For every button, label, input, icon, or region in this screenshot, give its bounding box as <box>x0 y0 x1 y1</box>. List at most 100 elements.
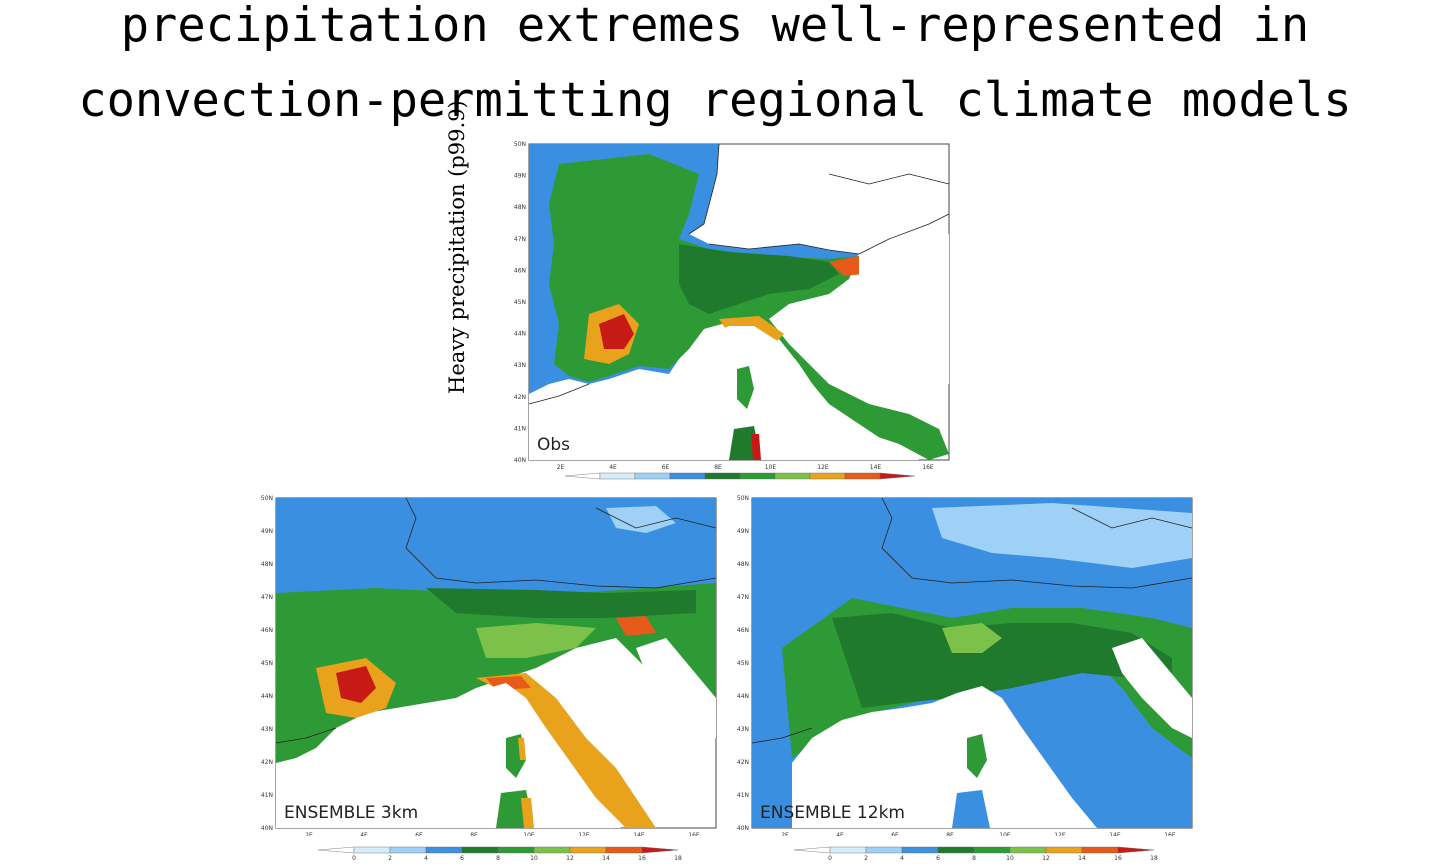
lon-tick-label: 10E <box>999 832 1011 836</box>
colorbar-swatch <box>462 847 498 853</box>
colorbar-tick-label: 12 <box>1042 855 1050 862</box>
lat-tick-label: 44N <box>514 331 526 338</box>
lat-tick-label: 41N <box>261 792 273 799</box>
lon-tick-label: 4E <box>609 464 617 470</box>
y-axis-label: Heavy precipitation (p99.9) <box>445 214 469 394</box>
lon-tick-label: 16E <box>922 464 934 470</box>
colorbar-swatch <box>1118 847 1154 853</box>
title-line-2: convection-permitting regional climate m… <box>0 63 1430 138</box>
colorbar-swatch <box>1010 847 1046 853</box>
map-ensemble-12km: 50N 49N 48N 47N 46N 45N 44N 43N 42N 41N 40N 2E 4E 6E… <box>728 494 1198 836</box>
colorbar-tick-label: 8 <box>972 855 976 862</box>
colorbar-swatch <box>902 847 938 853</box>
map-panel-ensemble-3km: 50N 49N 48N 47N 46N 45N 44N 43N 42N 41N 40N 2E 4E 6E… <box>252 494 722 836</box>
colorbar-swatch <box>635 473 670 479</box>
lat-tick-label: 48N <box>514 204 526 211</box>
lat-tick-label: 42N <box>514 394 526 401</box>
lon-tick-label: 14E <box>870 464 882 470</box>
colorbar-tick-label: 0 <box>352 855 356 862</box>
colorbar-swatch <box>600 473 635 479</box>
lon-tick-label: 12E <box>1054 832 1066 836</box>
colorbar-swatch <box>534 847 570 853</box>
lat-tick-label: 48N <box>261 561 273 568</box>
lat-tick-label: 43N <box>261 726 273 733</box>
colorbar-tick-label: 8 <box>496 855 500 862</box>
lat-tick-label: 44N <box>261 693 273 700</box>
lat-tick-label: 45N <box>261 660 273 667</box>
colorbar-obs <box>555 472 925 492</box>
colorbar-swatch <box>938 847 974 853</box>
colorbar-tick-label: 0 <box>828 855 832 862</box>
colorbar-swatch <box>740 473 775 479</box>
colorbar-swatch <box>775 473 810 479</box>
colorbar-segments <box>318 847 678 853</box>
colorbar-swatch <box>570 847 606 853</box>
colorbar-swatch <box>318 847 354 853</box>
colorbar-swatch <box>1082 847 1118 853</box>
lon-tick-label: 6E <box>662 464 670 470</box>
lat-tick-label: 48N <box>737 561 749 568</box>
colorbar-tick-label: 16 <box>1114 855 1122 862</box>
panel-label-obs: Obs <box>537 435 570 455</box>
colorbar-swatch <box>642 847 678 853</box>
colorbar-tick-label: 4 <box>424 855 428 862</box>
colorbar-tick-label: 10 <box>530 855 538 862</box>
lon-tick-label: 2E <box>781 832 789 836</box>
colorbar-tick-label: 14 <box>602 855 610 862</box>
colorbar-svg-ensemble-3km: 0 2 4 6 8 10 12 14 16 18 <box>308 846 688 864</box>
slide-title: precipitation extremes well-represented … <box>0 0 1430 138</box>
lat-tick-label: 41N <box>737 792 749 799</box>
lat-tick-label: 50N <box>514 141 526 148</box>
lon-tick-label: 4E <box>360 832 368 836</box>
lon-tick-label: 16E <box>688 832 700 836</box>
colorbar-tick-label: 6 <box>936 855 940 862</box>
lon-tick-label: 10E <box>765 464 777 470</box>
lat-tick-label: 43N <box>737 726 749 733</box>
lat-tick-label: 47N <box>737 594 749 601</box>
colorbar-tick-label: 2 <box>864 855 868 862</box>
lon-tick-label: 8E <box>470 832 478 836</box>
map-ensemble-3km: 50N 49N 48N 47N 46N 45N 44N 43N 42N 41N 40N 2E 4E 6E… <box>252 494 722 836</box>
lat-tick-label: 40N <box>514 457 526 464</box>
colorbar-segments <box>794 847 1154 853</box>
lon-tick-label: 8E <box>714 464 722 470</box>
colorbar-tick-label: 16 <box>638 855 646 862</box>
lat-tick-label: 46N <box>514 267 526 274</box>
colorbar-svg-obs <box>555 472 925 488</box>
map-panel-ensemble-12km: 50N 49N 48N 47N 46N 45N 44N 43N 42N 41N 40N 2E 4E 6E… <box>728 494 1198 836</box>
lat-tick-label: 44N <box>737 693 749 700</box>
colorbar-tick-label: 14 <box>1078 855 1086 862</box>
lat-tick-label: 40N <box>737 825 749 832</box>
lat-tick-label: 50N <box>737 495 749 502</box>
colorbar-swatch <box>830 847 866 853</box>
lat-tick-label: 42N <box>737 759 749 766</box>
lon-tick-label: 16E <box>1164 832 1176 836</box>
lon-tick-label: 2E <box>557 464 565 470</box>
colorbar-tick-label: 4 <box>900 855 904 862</box>
colorbar-swatch <box>810 473 845 479</box>
lat-tick-label: 43N <box>514 362 526 369</box>
colorbar-svg-ensemble-12km: 0 2 4 6 8 10 12 14 16 18 <box>784 846 1164 864</box>
lat-tick-label: 45N <box>514 299 526 306</box>
lat-tick-label: 46N <box>261 627 273 634</box>
panel-label-ensemble-12km: ENSEMBLE 12km <box>760 803 905 823</box>
lat-tick-label: 42N <box>261 759 273 766</box>
colorbar-tick-label: 18 <box>1150 855 1158 862</box>
lat-tick-label: 46N <box>737 627 749 634</box>
colorbar-tick-label: 10 <box>1006 855 1014 862</box>
colorbar-tick-label: 6 <box>460 855 464 862</box>
colorbar-swatch <box>498 847 534 853</box>
colorbar-swatch <box>354 847 390 853</box>
panel-label-ensemble-3km: ENSEMBLE 3km <box>284 803 418 823</box>
lon-tick-label: 4E <box>836 832 844 836</box>
lon-tick-label: 8E <box>946 832 954 836</box>
lon-tick-label: 6E <box>415 832 423 836</box>
colorbar-tick-label: 12 <box>566 855 574 862</box>
map-obs: 50N 49N 48N 47N 46N 45N 44N 43N 42N 41N 40N 2E 4E 6E… <box>505 140 955 470</box>
lat-tick-label: 47N <box>514 236 526 243</box>
colorbar-swatch <box>974 847 1010 853</box>
lat-tick-label: 49N <box>514 173 526 180</box>
lon-tick-label: 14E <box>1109 832 1121 836</box>
lat-tick-label: 47N <box>261 594 273 601</box>
lat-tick-label: 50N <box>261 495 273 502</box>
